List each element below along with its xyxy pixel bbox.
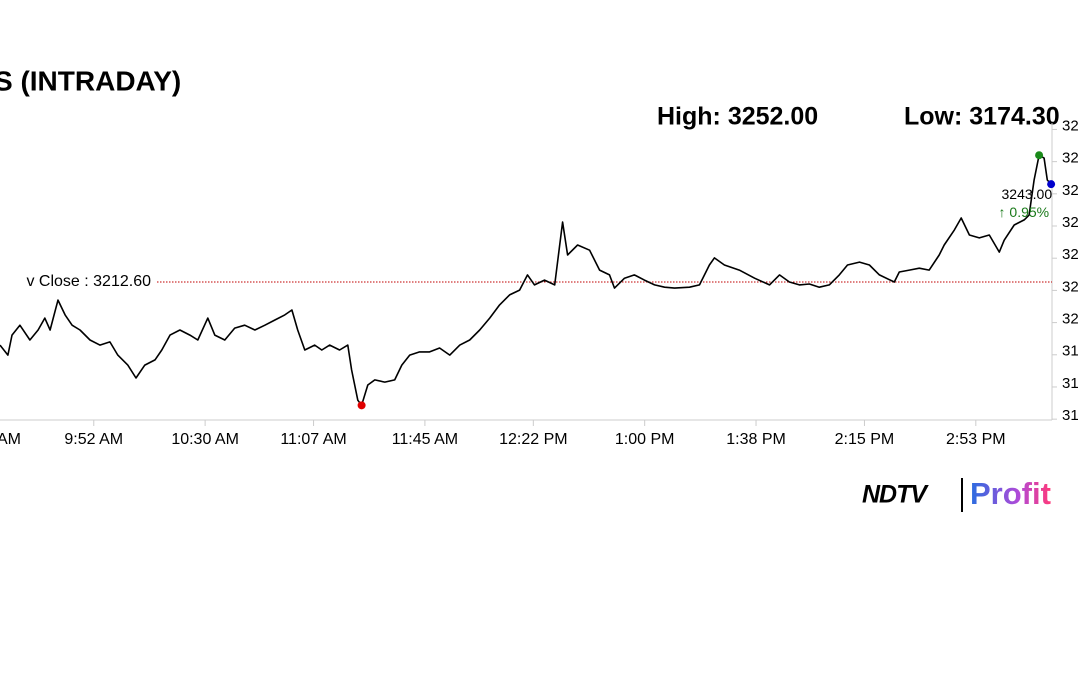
y-tick-label: 32 [1062,117,1079,134]
y-tick-label: 31 [1062,375,1079,392]
low-marker [357,401,366,410]
y-tick-label: 32 [1062,182,1079,199]
x-tick-label: 11:45 AM [392,431,458,448]
prev-close-label: v Close : 3212.60 [26,273,151,290]
y-tick-label: 32 [1062,311,1079,328]
change-label: ↑ 0.95% [999,204,1050,220]
x-tick-label: 11:07 AM [280,431,346,448]
x-tick-label: 10:30 AM [171,431,239,448]
y-tick-label: 31 [1062,343,1079,360]
y-tick-label: 32 [1062,246,1079,263]
x-tick-label: 12:22 PM [499,431,567,448]
brand: NDTV Profit [862,476,1051,512]
x-tick-label: AM [0,431,21,448]
x-tick-label: 1:38 PM [726,431,786,448]
last-price-label: 3243.00 [1002,186,1053,202]
low-label: Low: 3174.30 [904,103,1060,131]
high-label: High: 3252.00 [657,103,818,131]
price-line [0,154,1052,407]
brand-profit: Profit [970,476,1051,511]
x-tick-label: 9:52 AM [64,431,123,448]
chart-title: S (INTRADAY) [0,65,181,96]
last-marker [1047,180,1056,189]
y-tick-label: 31 [1062,407,1079,424]
x-tick-label: 2:15 PM [835,431,895,448]
x-tick-label: 1:00 PM [615,431,675,448]
x-tick-label: 2:53 PM [946,431,1006,448]
y-tick-label: 32 [1062,214,1079,231]
y-tick-label: 32 [1062,278,1079,295]
high-marker [1035,151,1044,160]
y-tick-label: 32 [1062,150,1079,167]
brand-ndtv: NDTV [862,481,929,509]
